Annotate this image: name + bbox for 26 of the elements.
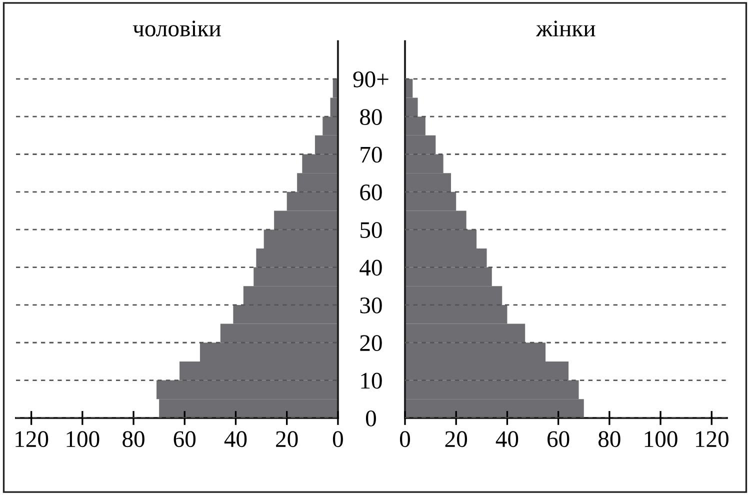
x-tick-label: 20 bbox=[276, 431, 298, 448]
y-tick-label: 60 bbox=[360, 184, 382, 200]
x-tick-label: 60 bbox=[174, 431, 196, 448]
x-tick-label: 80 bbox=[598, 431, 620, 448]
x-tick-label: 20 bbox=[445, 431, 468, 448]
x-tick-label: 100 bbox=[644, 431, 678, 448]
chart-title: чоловіки bbox=[132, 20, 221, 36]
x-tick-label: 120 bbox=[16, 431, 48, 448]
x-tick-label: 60 bbox=[548, 431, 570, 448]
y-tick-label: 80 bbox=[360, 109, 382, 126]
x-tick-label: 40 bbox=[224, 431, 247, 448]
y-tick-label: 30 bbox=[360, 297, 382, 314]
y-tick-label: 40 bbox=[360, 260, 382, 276]
x-tick-label: 100 bbox=[66, 431, 100, 448]
y-tick-label: 90+ bbox=[353, 71, 388, 88]
chart-title: жінки bbox=[536, 20, 596, 36]
x-tick-label: 120 bbox=[696, 431, 728, 448]
x-tick-label: 40 bbox=[496, 431, 518, 448]
x-tick-label: 0 bbox=[400, 431, 410, 448]
y-tick-label: 70 bbox=[360, 146, 382, 163]
y-tick-label: 0 bbox=[366, 410, 376, 426]
y-tick-label: 20 bbox=[360, 335, 382, 352]
y-tick-label: 50 bbox=[360, 222, 382, 238]
x-tick-label: 80 bbox=[122, 431, 144, 448]
x-tick-label: 0 bbox=[332, 431, 343, 448]
y-tick-label: 10 bbox=[361, 372, 382, 389]
